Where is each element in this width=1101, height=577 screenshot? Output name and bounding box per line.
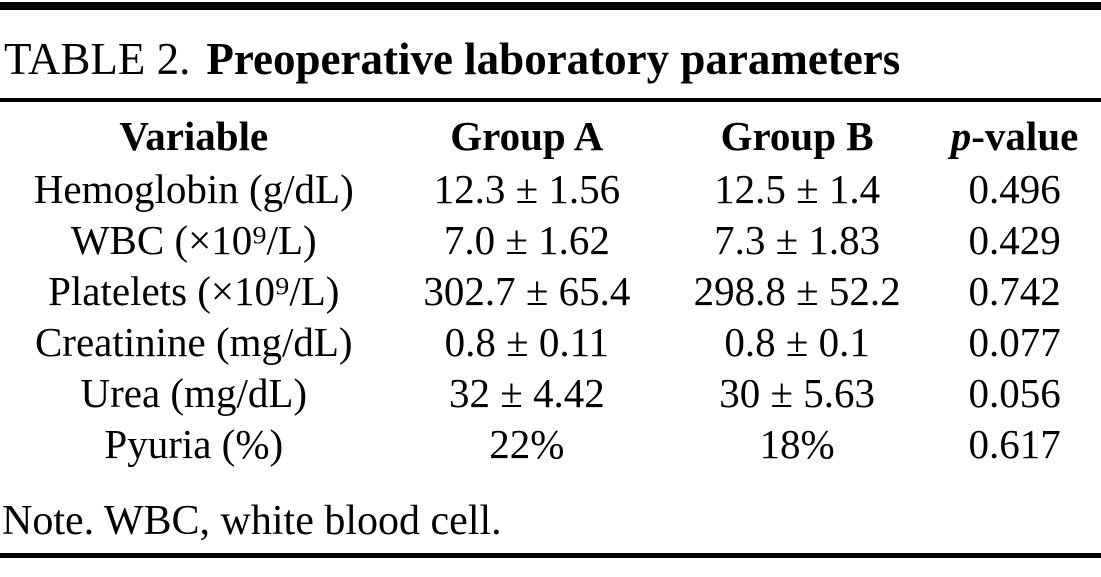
table-row: Creatinine (mg/dL) 0.8 ± 0.11 0.8 ± 0.1 …	[0, 316, 1101, 367]
cell-group-b: 18%	[759, 420, 835, 467]
cell-p-value: 0.429	[968, 216, 1061, 263]
cell-p-value: 0.742	[968, 267, 1061, 314]
cell-variable: WBC (×10⁹/L)	[70, 216, 317, 263]
table-row: Pyuria (%) 22% 18% 0.617	[0, 418, 1101, 469]
cell-variable: Creatinine (mg/dL)	[34, 318, 353, 365]
cell-p-value: 0.077	[968, 318, 1061, 365]
column-header-variable: Variable	[119, 112, 269, 159]
cell-variable: Urea (mg/dL)	[80, 369, 308, 416]
cell-group-a: 7.0 ± 1.62	[443, 216, 610, 263]
table-caption: TABLE 2. Preoperative laboratory paramete…	[0, 10, 1101, 98]
table-note: Note. WBC, white blood cell.	[2, 498, 502, 544]
cell-group-a: 22%	[489, 420, 565, 467]
table-row: WBC (×10⁹/L) 7.0 ± 1.62 7.3 ± 1.83 0.429	[0, 214, 1101, 265]
table-row: Urea (mg/dL) 32 ± 4.42 30 ± 5.63 0.056	[0, 367, 1101, 418]
cell-group-b: 7.3 ± 1.83	[714, 216, 881, 263]
table-title: Preoperative laboratory parameters	[206, 34, 901, 84]
cell-group-b: 30 ± 5.63	[719, 369, 875, 416]
column-header-p-value: p-value	[928, 108, 1101, 163]
column-header-group-b: Group B	[720, 112, 874, 159]
cell-group-b: 0.8 ± 0.1	[724, 318, 870, 365]
lab-parameters-table: Variable Group A Group B p-value Hemoglo…	[0, 108, 1101, 469]
table-row: Platelets (×10⁹/L) 302.7 ± 65.4 298.8 ± …	[0, 265, 1101, 316]
cell-group-b: 298.8 ± 52.2	[693, 267, 901, 314]
cell-p-value: 0.056	[968, 369, 1061, 416]
cell-variable: Platelets (×10⁹/L)	[48, 267, 340, 314]
cell-variable: Pyuria (%)	[104, 420, 284, 467]
p-value-suffix: -value	[971, 112, 1079, 159]
cell-group-b: 12.5 ± 1.4	[714, 165, 881, 212]
cell-p-value: 0.617	[968, 420, 1061, 467]
p-value-symbol: p	[950, 112, 972, 159]
header-row: Variable Group A Group B p-value	[0, 108, 1101, 163]
bottom-rule	[0, 553, 1101, 558]
top-rule	[0, 2, 1101, 10]
cell-group-a: 12.3 ± 1.56	[433, 165, 621, 212]
column-header-group-a: Group A	[450, 112, 604, 159]
cell-group-a: 302.7 ± 65.4	[423, 267, 631, 314]
cell-group-a: 0.8 ± 0.11	[444, 318, 610, 365]
caption-rule	[0, 98, 1101, 102]
cell-group-a: 32 ± 4.42	[448, 369, 605, 416]
table-label: TABLE 2.	[4, 34, 191, 84]
cell-variable: Hemoglobin (g/dL)	[33, 165, 354, 212]
cell-p-value: 0.496	[968, 165, 1061, 212]
table-row: Hemoglobin (g/dL) 12.3 ± 1.56 12.5 ± 1.4…	[0, 163, 1101, 214]
